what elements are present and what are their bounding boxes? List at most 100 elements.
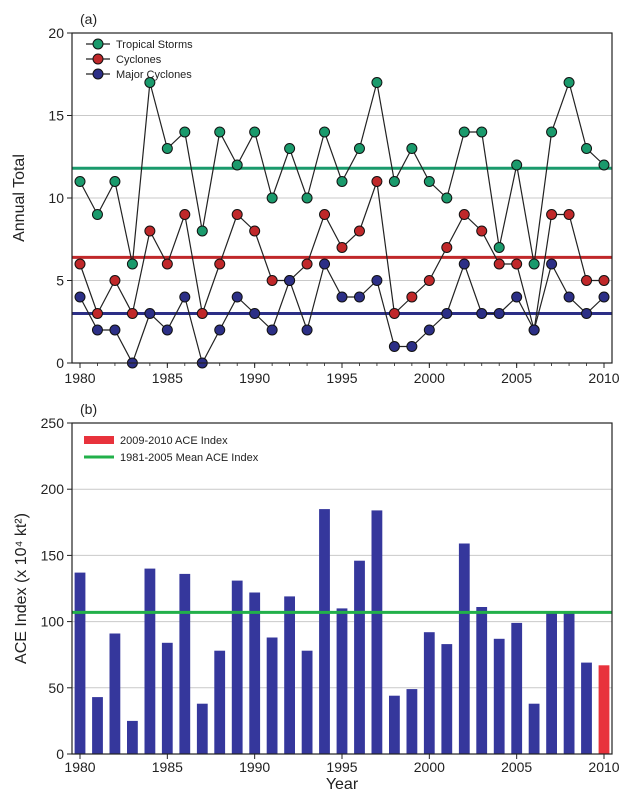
panel-a-point (336, 291, 348, 303)
legend-marker (92, 53, 104, 65)
panel-a-point (353, 291, 365, 303)
panel-a-label: (a) (80, 11, 97, 27)
panel-a-point (423, 176, 435, 187)
panel-a-point (598, 291, 610, 303)
panel-b-ytick-label: 200 (41, 481, 65, 497)
panel-a-point (284, 275, 296, 286)
panel-a-point (511, 291, 523, 303)
panel-b-bar (476, 607, 488, 754)
panel-a-point (546, 209, 558, 220)
panel-a-point (214, 324, 226, 336)
panel-a-point (493, 308, 505, 319)
panel-b-ytick-label: 150 (41, 547, 65, 563)
panel-a-point (91, 209, 103, 220)
panel-a-point (249, 225, 261, 237)
panel-a-point (109, 275, 121, 286)
panel-a-point (371, 77, 383, 88)
panel-a-point (74, 258, 86, 270)
panel-b-bar (179, 573, 191, 754)
panel-b-xtick-label: 1985 (152, 759, 183, 775)
panel-a-series-line-1 (79, 181, 604, 331)
panel-b-bar (389, 695, 400, 754)
panel-b-xlabel: Year (326, 776, 359, 791)
panel-a-point (353, 225, 365, 237)
legend-label: Cyclones (116, 54, 162, 66)
panel-a-point (336, 242, 348, 253)
panel-a-xtick-label: 1995 (326, 370, 357, 386)
panel-a-point (388, 341, 400, 352)
panel-a-point (371, 176, 383, 187)
panel-a-point (423, 275, 435, 286)
panel-b-bar (231, 580, 243, 754)
panel-a-ytick-label: 5 (56, 273, 64, 289)
panel-a-point (284, 143, 296, 154)
panel-a-point (528, 324, 540, 336)
panel-b-bar (127, 720, 138, 754)
panel-a-point (319, 126, 331, 138)
panel-b-bar (581, 662, 592, 754)
panel-a-point (476, 225, 488, 237)
panel-a-point (74, 291, 86, 303)
panel-b-bar (406, 689, 418, 754)
panel-b-bar (354, 560, 365, 754)
panel-b: 0 50 100 150 200 250 1980 1985 1990 1995 2000 2005 2… (13, 401, 619, 791)
panel-b-xtick-label: 1995 (326, 759, 357, 775)
panel-b-bar (493, 638, 505, 754)
panel-b-bar (441, 644, 453, 754)
legend-label: Major Cyclones (116, 69, 192, 81)
legend-marker (92, 68, 104, 80)
panel-a-point (179, 126, 191, 138)
panel-a-point (388, 176, 400, 187)
panel-a-point (196, 225, 208, 237)
panel-a-point (406, 341, 418, 352)
panel-a-ytick-label: 0 (56, 355, 64, 371)
panel-b-bar (423, 632, 435, 754)
panel-a-point (476, 308, 488, 319)
panel-a-xtick-label: 2000 (414, 370, 445, 386)
panel-b-bar (92, 697, 103, 754)
panel-b-xtick-label: 1980 (64, 759, 95, 775)
panel-b-ytick-label: 100 (41, 614, 65, 630)
panel-a-point (74, 176, 86, 187)
panel-b-bar (528, 703, 540, 754)
panel-a-xtick-label: 1990 (239, 370, 270, 386)
panel-b-legend: 2009-2010 ACE Index 1981-2005 Mean ACE In… (84, 435, 259, 464)
panel-a-point (371, 275, 383, 286)
panel-a-point (546, 258, 558, 270)
panel-a-point (581, 308, 593, 319)
panel-b-ylabel: ACE Index (x 10⁴ kt²) (13, 513, 30, 664)
panel-a-point (476, 126, 488, 138)
panel-b-bar (214, 650, 226, 754)
panel-a-point (266, 275, 278, 286)
panel-a-point (319, 258, 331, 270)
panel-a-point (214, 126, 226, 138)
panel-a-point (493, 258, 505, 270)
panel-a-point (196, 308, 208, 319)
panel-b-bar (301, 650, 313, 754)
panel-b-bar (109, 633, 121, 754)
panel-a-point (91, 324, 103, 336)
panel-a-ytick-label: 10 (48, 190, 64, 206)
panel-b-ytick-label: 50 (48, 680, 64, 696)
panel-b-bar (144, 568, 156, 754)
panel-a-point (581, 143, 593, 154)
panel-b-bar-highlight (598, 665, 610, 754)
panel-a-ytick-label: 20 (48, 25, 64, 41)
panel-a-point (91, 308, 103, 319)
panel-a-xtick-label: 2010 (588, 370, 619, 386)
panel-a-point (231, 209, 243, 220)
panel-b-bar (74, 572, 86, 754)
panel-a-point (301, 192, 313, 204)
panel-a-point (161, 324, 173, 336)
panel-b-bar (546, 612, 557, 754)
panel-a-point (179, 209, 191, 220)
panel-a-point (179, 291, 191, 303)
panel-a-point (109, 324, 121, 336)
panel-a-xtick-label: 2005 (501, 370, 532, 386)
panel-a-point (406, 291, 418, 303)
legend-label: 2009-2010 ACE Index (120, 435, 228, 447)
panel-a-point (458, 209, 470, 220)
panel-a-point (144, 77, 156, 88)
panel-a-point (528, 258, 540, 270)
panel-a-point (161, 258, 173, 270)
